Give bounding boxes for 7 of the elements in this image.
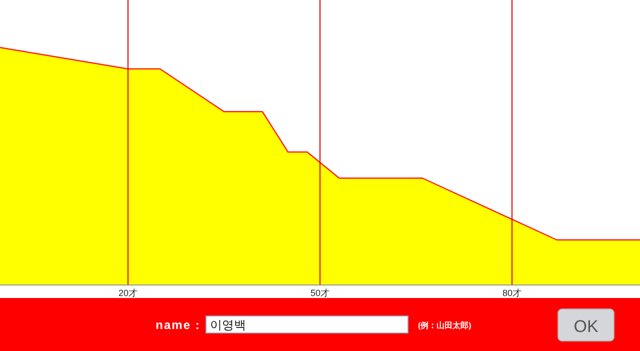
x-tick-label: 50才 [310, 288, 330, 298]
text: 이영백 [210, 318, 246, 332]
text: (例：山田太郎) [418, 320, 472, 330]
x-tick-label: 20才 [118, 288, 138, 298]
text: OK [574, 317, 599, 336]
x-tick-label: 80才 [502, 288, 522, 298]
text: name : [156, 318, 200, 332]
